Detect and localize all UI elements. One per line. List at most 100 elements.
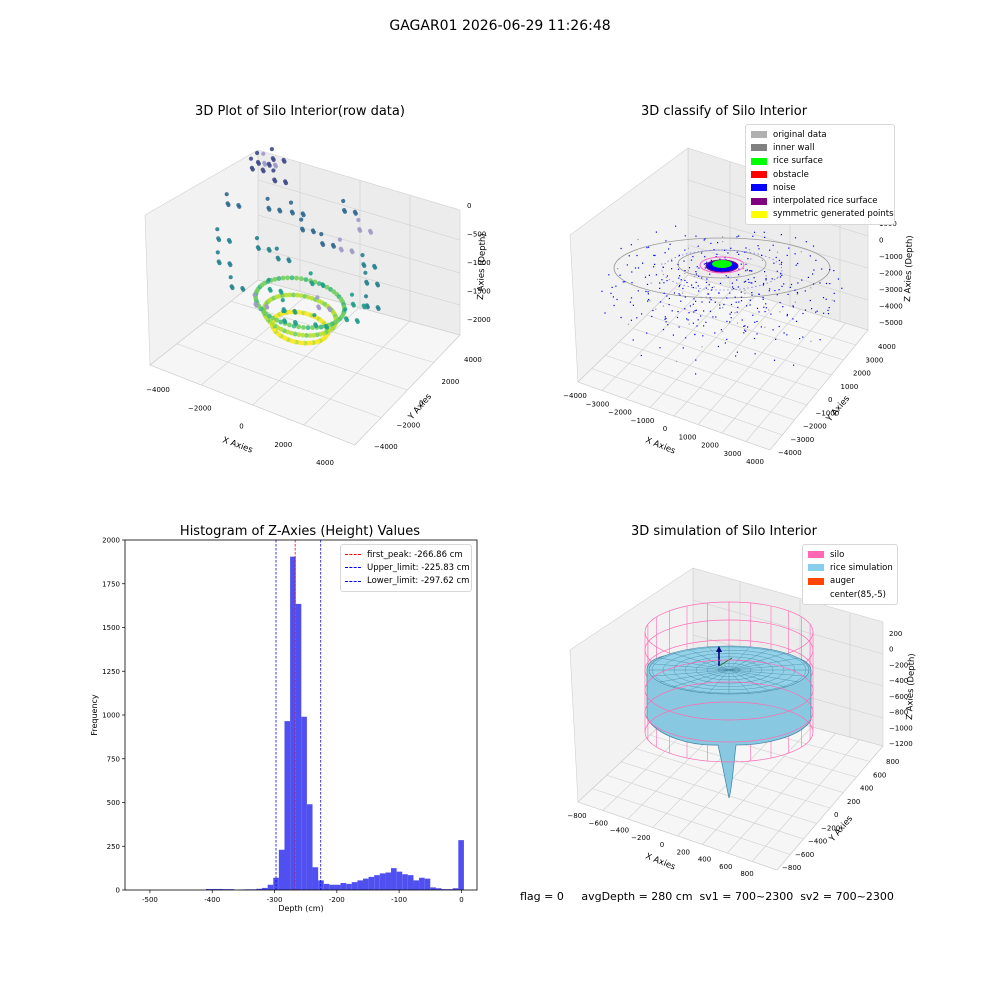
scatter-point [296,324,302,330]
z-tick-label: 0 [879,237,883,245]
z-tick-label: −800 [889,709,908,717]
scatter-point [319,232,324,237]
noise-point [757,245,759,247]
noise-point [613,304,615,307]
noise-point [719,258,721,260]
scatter-point [299,217,304,222]
noise-point [734,312,736,314]
noise-point [795,320,798,322]
noise-point [776,294,778,296]
noise-point [698,275,700,277]
noise-point [775,256,777,259]
scatter-point [331,244,336,249]
z-tick-label: −1500 [467,288,491,296]
noise-point [804,290,806,292]
legend-item: original data [751,128,889,141]
noise-point [627,323,630,325]
scatter-point [270,315,276,321]
noise-point [779,301,781,304]
noise-point [668,248,670,250]
mesh-spoke [728,646,750,671]
noise-point [678,277,680,279]
noise-point [704,267,706,269]
scatter-point [301,213,306,218]
z-tick-label: −600 [889,693,908,701]
histogram-bar [334,884,341,890]
legend-swatch [751,131,767,139]
noise-point [799,338,801,340]
noise-point [651,315,653,318]
noise-point [700,315,702,317]
noise-point [620,247,622,250]
noise-point [710,299,712,301]
z-tick-label: −1000 [467,259,491,267]
scatter-point [308,271,313,276]
y-tick-label: 500 [107,799,120,807]
noise-point [722,241,724,243]
noise-point [697,245,699,247]
noise-point [655,308,657,310]
noise-point [703,239,705,241]
noise-point [693,276,696,278]
classify-legend: original data inner wall rice surface obsta… [745,124,895,226]
y-tick-label: 0 [116,887,120,895]
legend-item: center(85,-5) [808,588,892,601]
x-tick-label: −400 [610,827,629,835]
histogram-bar [290,556,296,891]
noise-point [829,269,831,271]
legend-item: symmetric generated points [751,208,894,221]
noise-point [780,272,782,274]
noise-point [780,263,782,265]
noise-point [723,304,725,306]
grid-line [697,309,801,425]
scatter-point [269,147,274,152]
noise-point [776,251,779,253]
x-ticks: -500 -400 -300 -200 -100 0 [142,890,464,904]
noise-point [738,253,740,255]
noise-point [659,282,661,284]
histogram-bar [362,878,369,891]
noise-point [659,347,661,349]
grid-line [257,214,461,274]
legend-label: auger [830,576,855,587]
noise-point [768,290,770,292]
scatter-point [278,209,283,214]
noise-point [747,278,749,281]
scatter-point [285,275,290,281]
x-tick-label: -200 [329,896,345,904]
noise-points [601,219,843,375]
noise-point [812,245,815,247]
noise-point [714,332,716,334]
noise-point [675,225,677,227]
scatter-point [353,211,358,216]
noise-point [648,274,650,276]
y-tick-label: 4000 [878,343,896,351]
legend-swatch [808,577,824,585]
scatter-point [368,230,374,235]
noise-point [646,247,648,249]
noise-point [813,269,815,271]
histogram-bar [228,889,235,891]
noise-point [637,238,639,241]
noise-point [698,267,700,269]
noise-point [810,340,812,342]
noise-point [615,285,617,287]
scatter-point [300,332,306,338]
scatter-point [351,303,356,308]
noise-point [678,254,680,256]
noise-point [724,249,726,251]
noise-point [797,282,799,284]
noise-point [738,274,740,276]
scatter-points [215,147,381,346]
noise-point [667,324,669,326]
scatter-point [343,307,348,312]
noise-point [713,286,715,288]
histogram-bar [301,716,307,890]
noise-point [749,270,751,272]
histogram-bar [312,867,319,890]
scatter-point [255,150,260,156]
legend-label: center(85,-5) [830,589,886,600]
scatter-point [375,283,381,288]
scatter-point [373,265,378,270]
